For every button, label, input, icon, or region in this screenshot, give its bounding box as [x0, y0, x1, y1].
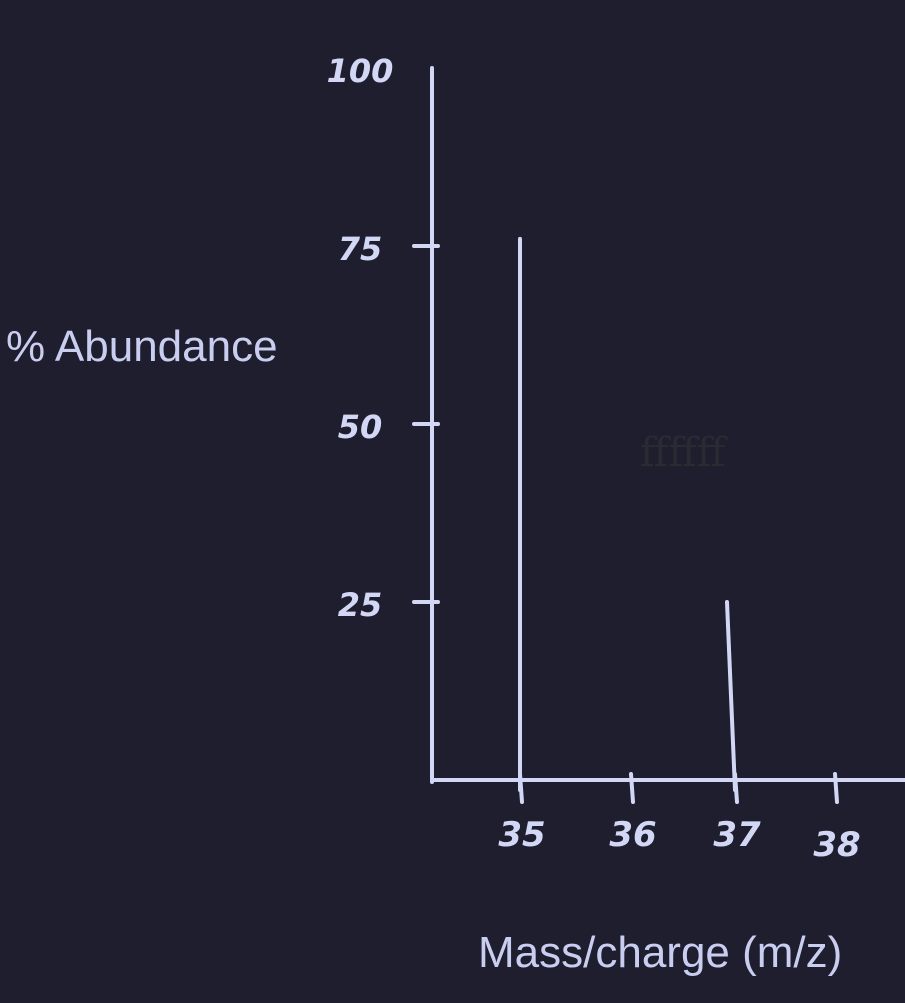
x-tick-mark — [833, 772, 839, 804]
x-tick-label: 35 — [498, 815, 545, 855]
x-tick-mark — [629, 772, 635, 804]
x-tick-label: 37 — [713, 815, 761, 855]
peak-line — [725, 600, 737, 792]
faint-annotation: ffffff — [640, 430, 728, 476]
y-ticks: 25 50 75 100 — [327, 52, 440, 624]
y-tick-label: 75 — [338, 230, 383, 268]
peak-lines — [518, 236, 737, 792]
x-axis-label: Mass/charge (m/z) — [478, 928, 843, 977]
x-tick-label: 36 — [609, 815, 656, 855]
chart-axes — [430, 66, 905, 784]
y-tick-label: 100 — [327, 52, 394, 90]
x-ticks: 35 36 37 38 — [498, 772, 861, 865]
y-axis-label: % Abundance — [6, 322, 278, 371]
y-tick-label: 25 — [338, 586, 383, 624]
y-tick-label: 50 — [338, 408, 383, 446]
x-tick-label: 38 — [813, 825, 860, 865]
